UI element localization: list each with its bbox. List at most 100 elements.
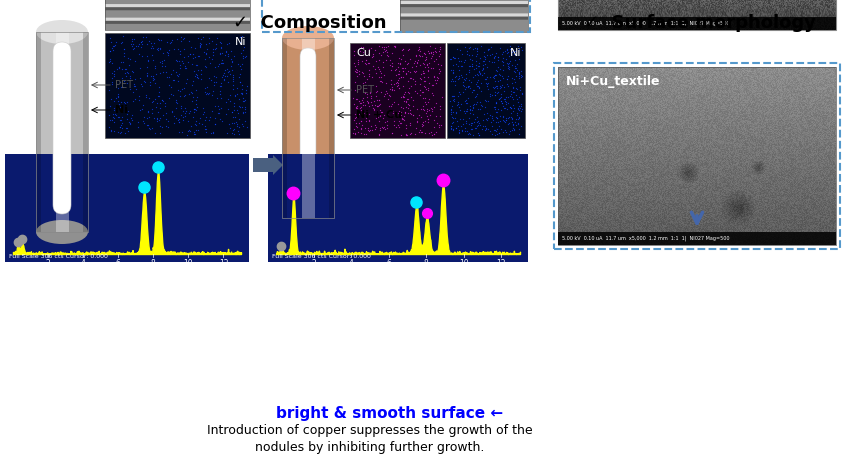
Point	[354, 99, 367, 107]
Point	[128, 81, 141, 88]
Point	[398, 64, 412, 72]
Point	[114, 121, 128, 129]
Point	[497, 74, 510, 82]
Point	[393, 120, 407, 127]
Point	[194, 35, 207, 42]
Point	[511, 85, 525, 93]
Point	[185, 97, 199, 104]
Point	[465, 56, 479, 63]
Point	[508, 125, 521, 133]
Point	[408, 68, 421, 76]
Point	[509, 64, 523, 71]
Point	[444, 126, 458, 133]
Point	[461, 83, 475, 91]
Point	[103, 55, 117, 63]
Point	[427, 72, 441, 79]
Point	[470, 44, 484, 51]
Point	[392, 54, 405, 62]
Point	[446, 53, 459, 61]
Point	[486, 83, 499, 91]
Point	[414, 128, 427, 136]
Point	[188, 130, 201, 137]
Point	[164, 83, 178, 91]
Point	[157, 68, 170, 76]
Point	[420, 61, 433, 68]
Point	[492, 56, 505, 64]
Point	[455, 127, 469, 134]
Point	[396, 92, 409, 100]
Point	[165, 38, 179, 45]
Point	[366, 62, 380, 70]
Point	[170, 71, 184, 78]
Point	[216, 56, 229, 64]
Bar	[350, 43, 445, 138]
Point	[167, 77, 180, 84]
Point	[414, 47, 427, 54]
Text: PET: PET	[356, 85, 374, 95]
Point	[356, 94, 370, 101]
Point	[508, 119, 522, 126]
Point	[493, 44, 507, 51]
Point	[350, 68, 364, 76]
Point	[509, 115, 523, 122]
Point	[413, 126, 426, 133]
Point	[225, 48, 239, 55]
Point	[509, 84, 523, 91]
Point	[392, 117, 405, 124]
Point	[225, 58, 239, 66]
Point	[118, 45, 131, 53]
Point	[398, 125, 412, 132]
Point	[137, 113, 151, 121]
Point	[370, 82, 383, 90]
Point	[233, 50, 247, 57]
Text: 10: 10	[459, 259, 469, 268]
Point	[197, 48, 211, 56]
Point	[404, 68, 417, 76]
Point	[465, 125, 479, 133]
Point	[213, 49, 227, 57]
Point	[112, 98, 125, 105]
Point	[486, 123, 499, 130]
Point	[126, 88, 140, 96]
Text: 4: 4	[349, 259, 354, 268]
Point	[463, 45, 476, 52]
Point	[425, 108, 438, 115]
Point	[446, 109, 459, 116]
Point	[448, 114, 461, 122]
Point	[150, 115, 163, 123]
Point	[446, 61, 459, 69]
Point	[349, 87, 362, 94]
Point	[419, 100, 432, 108]
Point	[508, 126, 521, 133]
Ellipse shape	[36, 20, 88, 44]
Point	[365, 126, 379, 134]
Point	[482, 45, 496, 53]
Point	[148, 79, 162, 87]
Point	[212, 109, 225, 116]
Point	[368, 121, 382, 129]
Point	[367, 105, 381, 112]
Point	[114, 98, 128, 106]
Point	[172, 45, 185, 53]
Point	[206, 129, 219, 136]
Point	[360, 97, 374, 105]
Point	[190, 104, 203, 111]
Point	[462, 63, 475, 70]
Point	[356, 43, 370, 51]
Point	[416, 59, 430, 67]
Point	[492, 122, 506, 130]
Point	[418, 61, 431, 68]
Point	[466, 111, 480, 118]
Point	[209, 73, 222, 80]
Point	[513, 45, 526, 53]
Point	[392, 84, 405, 92]
Point	[201, 90, 215, 97]
Point	[413, 129, 426, 136]
Point	[349, 66, 363, 73]
Point	[351, 104, 365, 112]
Point	[354, 44, 368, 51]
Point	[392, 79, 405, 86]
Point	[404, 121, 417, 129]
Point	[178, 45, 191, 53]
Point	[237, 97, 250, 105]
